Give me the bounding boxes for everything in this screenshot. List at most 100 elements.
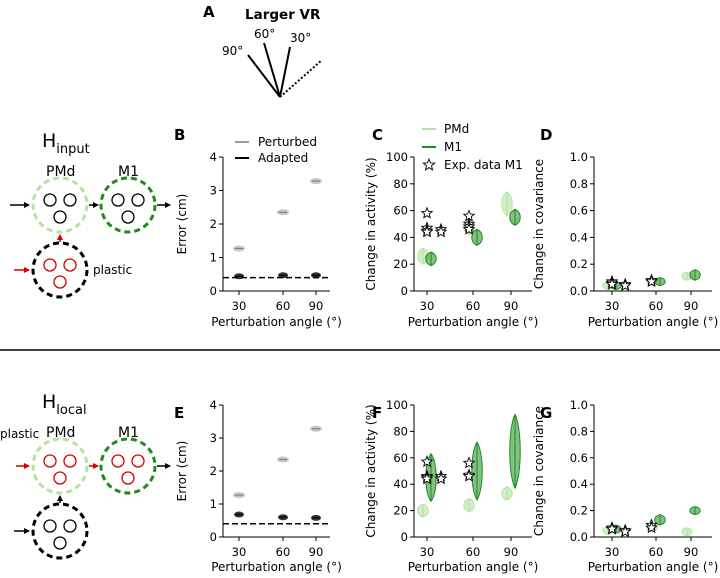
y-tick-label: 2: [210, 464, 217, 478]
y-tick-label: 0.8: [570, 424, 588, 438]
chart-d: D 0.0 0.2 0.4 0.6 0.8 1.0 30 60 90 Perturbation an…: [532, 126, 718, 329]
x-tick-label: 90: [504, 299, 519, 313]
panel-letter-a: A: [203, 3, 215, 21]
x-axis-label: Perturbation angle (°): [408, 315, 539, 329]
x-tick-label: 30: [232, 299, 247, 313]
x-tick-label: 60: [649, 299, 664, 313]
y-tick-label: 20: [393, 504, 408, 518]
legend-label-adapted: Adapted: [258, 151, 308, 165]
y-tick-label: 0: [401, 284, 408, 298]
angle-label-90: 90°: [222, 44, 243, 58]
legend-label-pmd: PMd: [444, 122, 469, 136]
legend-swatch-exp-data-m1: [422, 157, 436, 171]
baseline-dotted-line: [279, 59, 323, 98]
h-local-title: Hlocal: [42, 391, 87, 418]
x-tick-label: 60: [276, 545, 291, 559]
panel-letter-e: E: [174, 404, 184, 422]
exp-data-star: [618, 524, 632, 538]
y-tick-label: 20: [393, 257, 408, 271]
y-tick-label: 40: [393, 477, 408, 491]
h-input-plastic-label: plastic: [93, 263, 132, 277]
exp-data-star: [645, 274, 658, 288]
x-tick-label: 60: [649, 545, 664, 559]
x-axis-label: Perturbation angle (°): [588, 315, 719, 329]
x-tick-label: 30: [605, 299, 620, 313]
exp-data-star: [462, 222, 476, 235]
x-axis-label: Perturbation angle (°): [211, 315, 342, 329]
x-tick-label: 90: [684, 545, 699, 559]
x-tick-label: 30: [232, 545, 247, 559]
x-tick-label: 60: [466, 545, 481, 559]
x-tick-label: 90: [309, 299, 324, 313]
y-tick-label: 80: [393, 424, 408, 438]
legend-label-exp-data-m1: Exp. data M1: [444, 158, 523, 172]
h-input-title: Hinput: [42, 130, 90, 157]
x-tick-label: 30: [605, 545, 620, 559]
x-tick-label: 90: [684, 299, 699, 313]
h-local-input-network: [43, 519, 77, 550]
panel-letter-b: B: [174, 126, 185, 144]
y-tick-label: 100: [386, 150, 408, 164]
y-tick-label: 3: [210, 184, 217, 198]
h-local-m1-network: [111, 454, 145, 485]
x-tick-label: 30: [420, 299, 435, 313]
x-tick-label: 90: [309, 545, 324, 559]
panel-letter-c: C: [372, 126, 383, 144]
y-tick-label: 4: [210, 150, 217, 164]
y-tick-label: 0.0: [570, 284, 588, 298]
exp-data-star: [420, 225, 434, 238]
exp-data-star: [420, 472, 434, 485]
legend-label-perturbed: Perturbed: [258, 135, 317, 149]
h-input-m1-network: [111, 193, 145, 224]
exp-data-star: [605, 522, 619, 535]
y-tick-label: 1: [210, 497, 217, 511]
x-axis-label: Perturbation angle (°): [588, 560, 719, 574]
y-tick-label: 0: [210, 530, 217, 544]
h-local-m1-circle: [99, 437, 157, 495]
y-tick-label: 0.6: [570, 451, 588, 465]
x-axis-label: Perturbation angle (°): [211, 560, 342, 574]
chart-c: C 0 20 40 60 80 100 30 60 90 Perturbation angle (°…: [364, 122, 538, 329]
h-input-pmd-network: [43, 193, 77, 224]
y-tick-label: 0: [401, 530, 408, 544]
y-tick-label: 1.0: [570, 398, 588, 412]
y-axis-label: Change in covariance: [532, 406, 546, 536]
h-input-m1-circle: [99, 176, 157, 234]
exp-data-star: [434, 225, 448, 238]
exp-data-star: [420, 206, 434, 219]
exp-data-star: [618, 278, 632, 292]
y-tick-label: 4: [210, 398, 217, 412]
h-input-m1-label: M1: [118, 164, 139, 180]
panel-letter-g: G: [540, 404, 552, 422]
y-tick-label: 80: [393, 177, 408, 191]
y-tick-label: 1.0: [570, 150, 588, 164]
legend-label-m1: M1: [444, 140, 462, 154]
angle-label-30: 30°: [290, 31, 311, 45]
h-local-m1-label: M1: [118, 425, 139, 441]
y-tick-label: 0: [210, 284, 217, 298]
y-tick-label: 2: [210, 217, 217, 231]
h-local-pmd-circle: [31, 437, 89, 495]
x-axis-label: Perturbation angle (°): [408, 560, 539, 574]
y-axis-label: Error (cm): [175, 441, 189, 502]
y-tick-label: 3: [210, 431, 217, 445]
panel-letter-d: D: [540, 126, 552, 144]
h-input-input-circle: [31, 241, 89, 299]
exp-data-star: [605, 277, 619, 290]
exp-data-star: [420, 455, 434, 468]
y-axis-label: Error (cm): [175, 194, 189, 255]
vr-angle-diagram: [247, 42, 323, 98]
angle-label-60: 60°: [254, 27, 275, 41]
angle-60-line: [263, 42, 281, 98]
exp-data-star: [462, 469, 476, 482]
h-input-pmd-circle: [31, 176, 89, 234]
h-input-input-network: [43, 258, 77, 289]
y-tick-label: 0.2: [570, 257, 588, 271]
x-tick-label: 30: [420, 545, 435, 559]
h-local-plastic-label: plastic: [0, 427, 39, 441]
